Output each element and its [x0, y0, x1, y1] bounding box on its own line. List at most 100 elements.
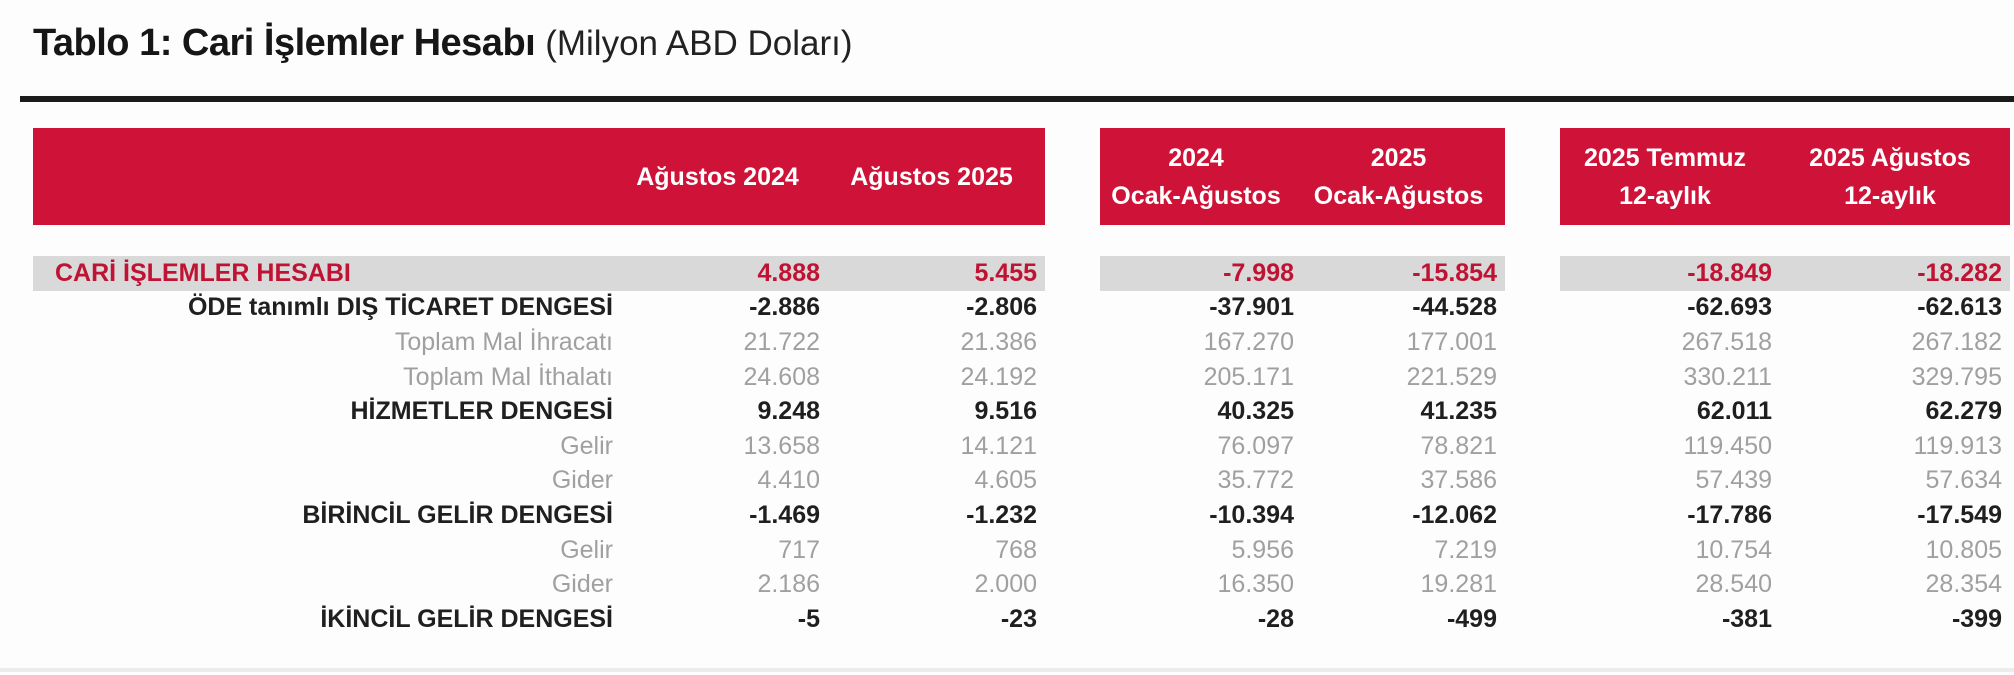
- row-label: Gelir: [560, 431, 613, 460]
- row-value: 329.795: [1911, 362, 2002, 391]
- row-left-margin: [0, 498, 33, 533]
- column-header-text: 2024: [1168, 143, 1224, 172]
- row-value: 76.097: [1217, 431, 1294, 460]
- title-underline: [20, 96, 2014, 102]
- row-label: Toplam Mal İhracatı: [394, 327, 613, 356]
- row-gap: [1045, 291, 1100, 326]
- row-value: -12.062: [1412, 500, 1497, 529]
- row-value: 78.821: [1420, 431, 1497, 460]
- row-label: İKİNCİL GELİR DENGESİ: [320, 604, 613, 633]
- row-gap: [1505, 498, 1560, 533]
- column-header-2025-temmuz-12aylik: 2025 Temmuz 12-aylık: [1560, 128, 1780, 225]
- row-value: -1.232: [966, 500, 1037, 529]
- row-left-margin: [0, 256, 33, 291]
- column-header-text: 2025 Temmuz: [1583, 143, 1747, 172]
- column-header-text: 2025 Ağustos: [1809, 143, 1971, 172]
- row-value: -7.998: [1100, 256, 1302, 291]
- row-gap: [1505, 325, 1560, 360]
- row-value: -399: [1951, 604, 2002, 633]
- row-left-margin: [0, 394, 33, 429]
- row-gap: [1505, 464, 1560, 499]
- row-value: 62.279: [1925, 397, 2002, 426]
- table-rows: CARİ İŞLEMLER HESABI 4.888 5.455 -7.998 -15.…: [0, 256, 2010, 637]
- row-gap: [1505, 256, 1560, 291]
- row-gap: [1505, 567, 1560, 602]
- row-gap: [1505, 291, 1560, 326]
- row-value: 768: [995, 535, 1037, 564]
- row-label: ÖDE tanımlı DIŞ TİCARET DENGESİ: [187, 293, 613, 322]
- row-value: 330.211: [1683, 362, 1772, 391]
- row-gap: [1045, 360, 1100, 395]
- bottom-divider: [0, 668, 2014, 672]
- row-value: -10.394: [1209, 500, 1294, 529]
- row-left-margin: [0, 291, 33, 326]
- row-left-margin: [0, 325, 33, 360]
- row-value: 40.325: [1217, 397, 1294, 426]
- row-value: 14.121: [960, 431, 1037, 460]
- column-header-text: 12-aylık: [1619, 181, 1711, 210]
- row-value: 21.386: [960, 327, 1037, 356]
- column-header-2025-agustos-12aylik: 2025 Ağustos 12-aylık: [1780, 128, 2010, 225]
- row-value: 13.658: [743, 431, 820, 460]
- row-value: -18.282: [1780, 256, 2010, 291]
- row-value: -381: [1721, 604, 1772, 633]
- row-value: 37.586: [1420, 466, 1497, 495]
- table-title: Tablo 1: Cari İşlemler Hesabı: [33, 22, 536, 64]
- row-label: Gider: [551, 466, 613, 495]
- row-gap: [1505, 429, 1560, 464]
- row-gap: [1505, 602, 1560, 637]
- row-value: -37.901: [1209, 293, 1294, 322]
- page-title: Tablo 1: Cari İşlemler Hesabı (Milyon ABD…: [33, 22, 853, 65]
- row-value: 205.171: [1203, 362, 1294, 391]
- row-value: 119.913: [1913, 431, 2002, 460]
- row-value: 4.888: [617, 256, 828, 291]
- row-value: 62.011: [1696, 397, 1772, 426]
- row-value: 9.248: [757, 397, 820, 426]
- row-value: -5: [797, 604, 820, 633]
- row-gap: [1045, 533, 1100, 568]
- row-label: HİZMETLER DENGESİ: [350, 397, 613, 426]
- table-header: Ağustos 2024 Ağustos 2025 2024 Ocak-Ağus…: [0, 128, 2010, 225]
- row-label: CARİ İŞLEMLER HESABI: [33, 256, 617, 291]
- row-value: -28: [1257, 604, 1294, 633]
- row-gap: [1045, 325, 1100, 360]
- row-value: 119.450: [1683, 431, 1772, 460]
- row-value: 10.805: [1925, 535, 2002, 564]
- row-value: 10.754: [1695, 535, 1772, 564]
- row-gap: [1045, 567, 1100, 602]
- row-value: -17.786: [1687, 500, 1772, 529]
- row-value: 19.281: [1420, 570, 1497, 599]
- row-value: -1.469: [749, 500, 820, 529]
- column-header-text: Ocak-Ağustos: [1313, 181, 1484, 210]
- row-gap: [1045, 429, 1100, 464]
- row-value: -2.886: [749, 293, 820, 322]
- row-left-margin: [0, 429, 33, 464]
- row-left-margin: [0, 533, 33, 568]
- row-value: 2.000: [974, 570, 1037, 599]
- column-header-text: Ocak-Ağustos: [1111, 181, 1281, 210]
- row-label: Toplam Mal İthalatı: [403, 362, 613, 391]
- row-value: 177.001: [1406, 327, 1497, 356]
- column-header-agustos-2025: Ağustos 2025: [828, 128, 1045, 225]
- row-left-margin: [0, 602, 33, 637]
- row-value: 28.354: [1925, 570, 2002, 599]
- row-value: 28.540: [1695, 570, 1772, 599]
- column-header-text: Ağustos 2024: [636, 162, 799, 191]
- row-value: -44.528: [1412, 293, 1497, 322]
- row-value: 2.186: [757, 570, 820, 599]
- row-value: 16.350: [1217, 570, 1294, 599]
- row-left-margin: [0, 464, 33, 499]
- row-value: 41.235: [1420, 397, 1497, 426]
- row-value: -15.854: [1302, 256, 1505, 291]
- header-gap-2: [1505, 128, 1560, 225]
- row-value: 267.182: [1911, 327, 2002, 356]
- row-label: Gelir: [560, 535, 613, 564]
- table-unit: (Milyon ABD Doları): [545, 24, 853, 63]
- row-value: -17.549: [1917, 500, 2002, 529]
- row-value: -2.806: [966, 293, 1037, 322]
- row-left-margin: [0, 360, 33, 395]
- row-gap: [1045, 464, 1100, 499]
- row-gap: [1045, 498, 1100, 533]
- column-header-text: 2025: [1370, 143, 1427, 172]
- row-value: 5.455: [828, 256, 1045, 291]
